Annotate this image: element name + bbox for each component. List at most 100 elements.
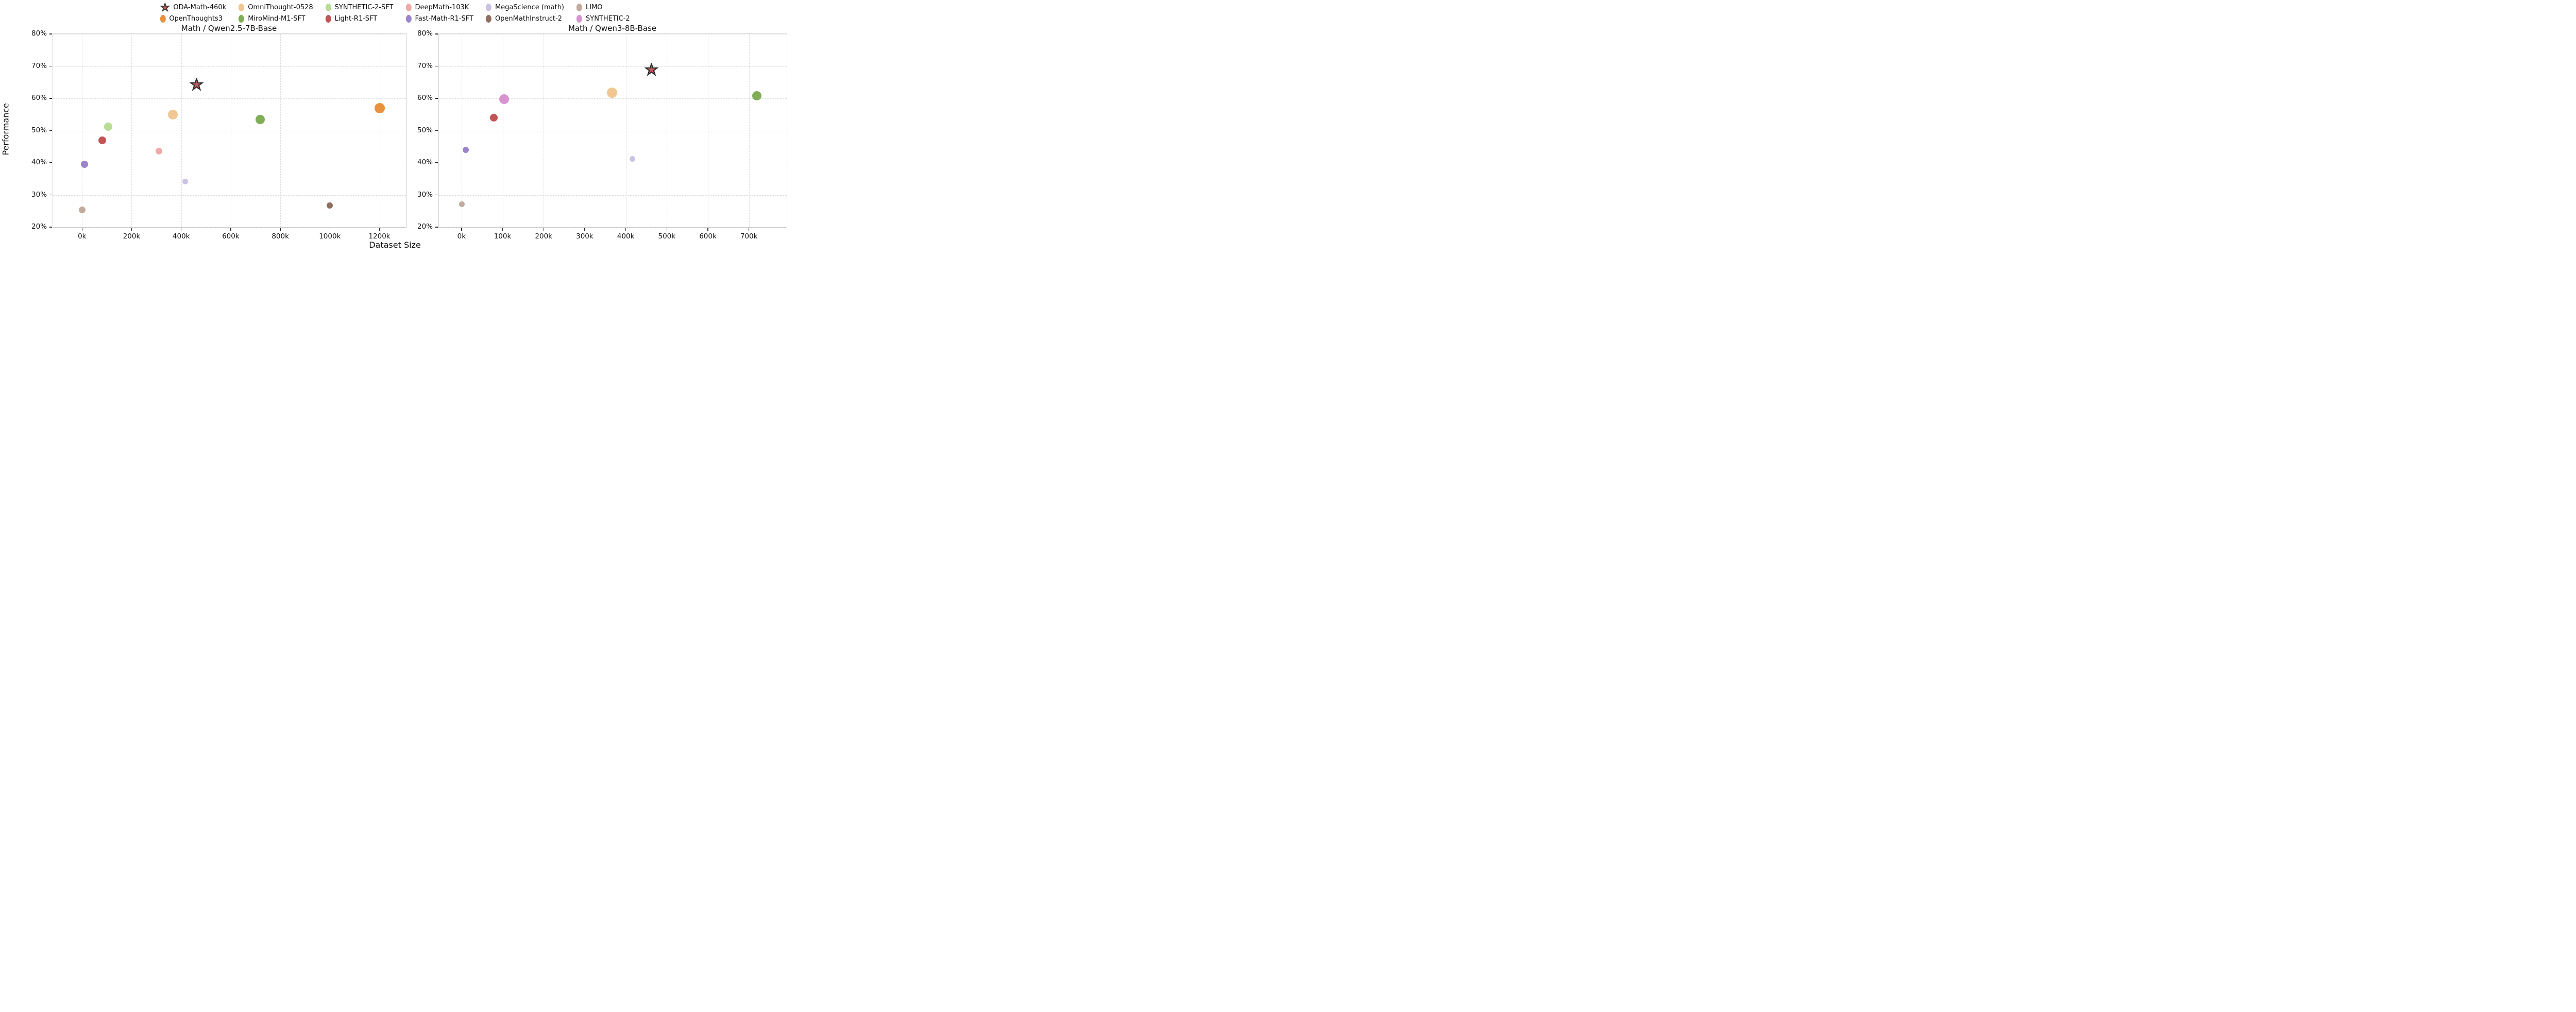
y-tick-label: 80%	[417, 29, 433, 38]
circle-marker-icon	[405, 4, 412, 11]
data-point-openmathinstruct-2	[327, 202, 333, 209]
circle-marker-icon	[485, 15, 492, 23]
circle-marker-icon	[160, 15, 166, 23]
legend-item-oda-math-460k: ODA-Math-460k	[159, 2, 227, 12]
data-point-openthoughts3	[374, 102, 385, 113]
plot-area-left: 20% 30% 40% 50% 60% 70% 80% 0k 200k 400k 600k 800k 1…	[31, 29, 406, 241]
y-tick-label: 40%	[31, 158, 47, 166]
gridline-horizontal	[53, 195, 406, 196]
circle-marker-icon	[405, 15, 412, 23]
x-tick-mark	[707, 228, 708, 231]
x-tick-label: 400k	[172, 232, 190, 241]
x-tick-label: 1200k	[368, 232, 391, 241]
x-tick-mark	[379, 228, 380, 231]
y-tick-mark	[435, 162, 438, 163]
data-point-fast-math-r1-sft	[81, 160, 89, 168]
legend-label: Fast-Math-R1-SFT	[415, 15, 473, 23]
legend-item-omnithought-0528: OmniThought-0528	[239, 3, 313, 12]
chart-title-right: Math / Qwen3-8B-Base	[568, 24, 657, 33]
gridline-horizontal	[439, 195, 787, 196]
y-tick-label: 50%	[31, 126, 47, 134]
x-tick-label: 700k	[740, 232, 758, 241]
data-point-oda-math-460k	[644, 62, 659, 77]
legend-item-fast-math-r1-sft: Fast-Math-R1-SFT	[405, 14, 473, 24]
circle-marker-icon	[577, 4, 583, 11]
circle-marker-icon	[325, 15, 331, 23]
legend-item-synthetic-2: SYNTHETIC-2	[577, 14, 630, 24]
circle-marker-icon	[239, 15, 245, 23]
data-point-fast-math-r1-sft	[462, 147, 469, 153]
legend-item-limo: LIMO	[577, 3, 630, 12]
x-tick-label: 0k	[457, 232, 466, 241]
data-point-deepmath-103k	[155, 148, 162, 155]
x-tick-label: 600k	[699, 232, 717, 241]
y-tick-label: 40%	[417, 158, 433, 166]
chart-title-left: Math / Qwen2.5-7B-Base	[181, 24, 277, 33]
y-tick-label: 30%	[417, 190, 433, 199]
legend-label: OpenThoughts3	[169, 15, 223, 23]
legend-label: DeepMath-103K	[415, 4, 469, 11]
circle-marker-icon	[239, 4, 245, 11]
legend-item-openmathinstruct-2: OpenMathInstruct-2	[485, 14, 564, 24]
star-icon	[159, 2, 170, 12]
legend-item-openthoughts3: OpenThoughts3	[160, 14, 226, 24]
data-point-omnithought-0528	[606, 87, 617, 98]
y-tick-label: 20%	[417, 222, 433, 231]
data-point-miromind-m1-sft	[752, 91, 761, 100]
legend-label: OpenMathInstruct-2	[495, 15, 562, 23]
circle-marker-icon	[485, 4, 492, 11]
y-tick-label: 70%	[417, 61, 433, 70]
x-tick-label: 1000k	[319, 232, 341, 241]
legend-label: SYNTHETIC-2-SFT	[334, 4, 394, 11]
y-tick-mark	[435, 130, 438, 131]
circle-marker-icon	[325, 4, 331, 11]
x-tick-mark	[461, 228, 462, 231]
legend-item-deepmath-103k: DeepMath-103K	[405, 3, 473, 12]
gridline-vertical	[181, 34, 182, 227]
y-tick-mark	[49, 33, 52, 35]
x-tick-mark	[584, 228, 585, 231]
x-tick-label: 800k	[272, 232, 289, 241]
x-tick-label: 0k	[78, 232, 87, 241]
legend-label: MiroMind-M1-SFT	[248, 15, 306, 23]
y-tick-label: 80%	[31, 29, 47, 38]
data-point-synthetic-2-sft	[104, 123, 112, 131]
data-point-synthetic-2	[499, 94, 510, 104]
gridline-horizontal	[53, 98, 406, 99]
legend-item-megascience-math: MegaScience (math)	[485, 3, 565, 12]
legend-label: OmniThought-0528	[248, 4, 313, 11]
gridline-horizontal	[439, 34, 787, 35]
legend-label: MegaScience (math)	[495, 4, 565, 11]
x-axis-label: Dataset Size	[369, 240, 421, 250]
data-point-limo	[79, 207, 86, 214]
x-tick-label: 300k	[576, 232, 594, 241]
gridline-horizontal	[53, 227, 406, 228]
y-tick-label: 60%	[417, 94, 433, 102]
y-tick-mark	[49, 130, 52, 131]
x-tick-mark	[502, 228, 503, 231]
data-point-megascience-math	[182, 178, 188, 184]
legend-item-miromind-m1-sft: MiroMind-M1-SFT	[239, 14, 313, 24]
y-tick-label: 30%	[31, 190, 47, 199]
x-tick-mark	[131, 228, 132, 231]
x-tick-label: 600k	[222, 232, 240, 241]
legend-label: SYNTHETIC-2	[586, 15, 630, 23]
y-tick-mark	[49, 162, 52, 163]
legend-label: Light-R1-SFT	[334, 15, 378, 23]
x-tick-label: 500k	[658, 232, 676, 241]
legend-item-light-r1-sft: Light-R1-SFT	[325, 14, 394, 24]
gridline-horizontal	[53, 34, 406, 35]
data-point-light-r1-sft	[98, 136, 106, 144]
circle-marker-icon	[577, 15, 583, 23]
legend: ODA-Math-460k OpenThoughts3 OmniThought-05…	[159, 2, 630, 24]
y-tick-label: 60%	[31, 94, 47, 102]
x-tick-mark	[230, 228, 231, 231]
y-tick-mark	[435, 33, 438, 35]
data-point-limo	[459, 201, 465, 207]
gridline-horizontal	[439, 227, 787, 228]
gridline-horizontal	[439, 66, 787, 67]
y-axis-label: Performance	[1, 103, 11, 156]
legend-label: ODA-Math-460k	[173, 4, 227, 11]
data-point-megascience-math	[629, 156, 635, 162]
y-tick-label: 70%	[31, 61, 47, 70]
